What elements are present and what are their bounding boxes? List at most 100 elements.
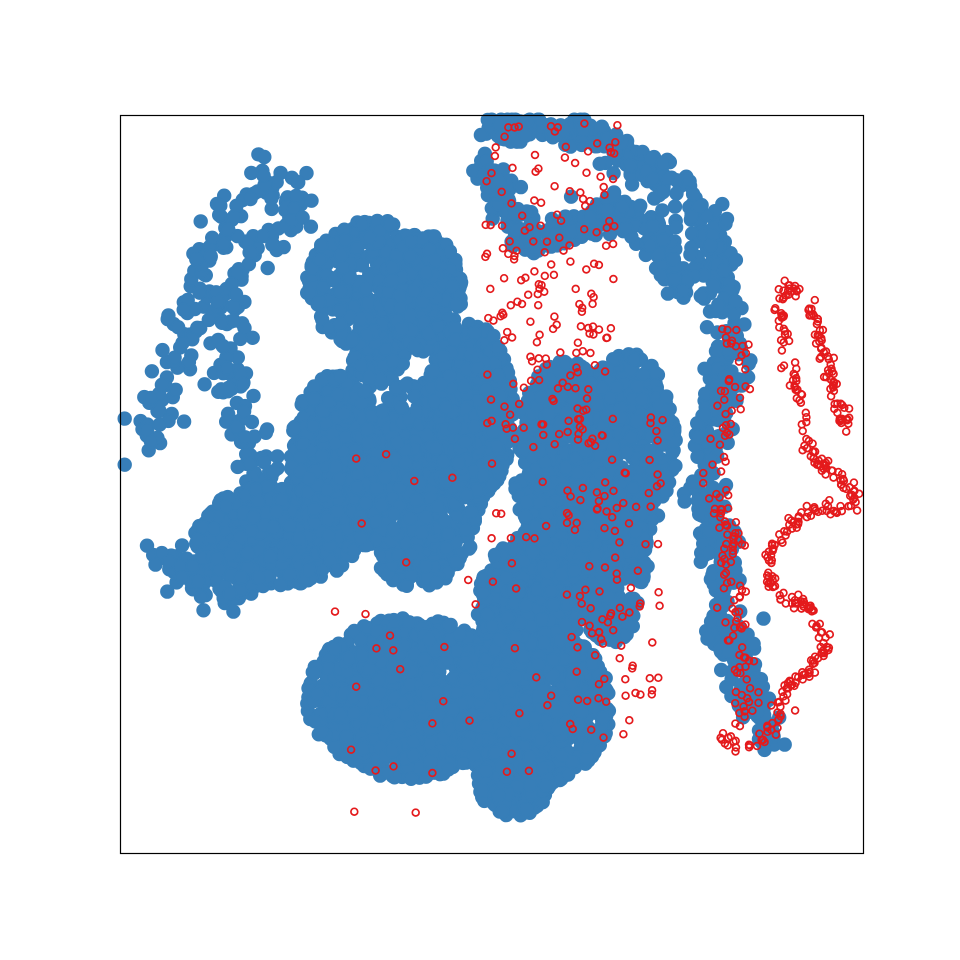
scatter-point [213,382,229,397]
scatter-point [329,563,344,578]
scatter-point [303,219,319,234]
scatter-point [176,414,192,429]
scatter-point [441,527,456,542]
scatter-point [423,754,438,769]
scatter-point [308,714,323,729]
scatter-point [418,265,434,280]
scatter-point [408,404,424,419]
scatter-point [355,217,370,232]
scatter-point [226,298,242,314]
scatter-point [311,294,327,310]
scatter-point [490,438,505,453]
scatter-point [203,248,218,264]
scatter-point [360,422,375,437]
scatter-point [266,520,281,535]
scatter-point [291,531,306,546]
scatter-point [447,332,463,347]
scatter-point [305,418,321,434]
scatter-point [354,258,370,273]
scatter-point [369,481,384,496]
scatter-point [246,510,261,525]
scatter-point [439,474,454,490]
scatter-point [368,514,384,529]
scatter-point [475,468,490,483]
scatter-point [353,312,368,327]
scatter-point [428,440,444,456]
scatter-point [335,260,351,275]
scatter-point [371,673,386,688]
scatter-point [214,315,230,330]
scatter-point [209,551,225,566]
scatter-point [457,378,472,394]
scatter-point [181,354,197,370]
scatter-point [143,390,159,406]
scatter-point [421,326,436,341]
scatter-point [349,479,364,495]
scatter-point [419,510,434,525]
scatter-point [241,546,256,561]
scatter-point [394,321,409,337]
scatter-point [429,575,444,590]
scatter-point [333,707,348,722]
scatter-point [265,236,280,251]
scatter-point [304,193,319,208]
scatter-point [307,501,322,516]
scatter-point [330,387,346,402]
scatter-point [319,482,335,498]
scatter-point [394,400,409,415]
scatter-point [457,434,473,449]
scatter-point [339,729,354,744]
scatter-point [467,325,482,340]
scatter-point [386,353,401,369]
scatter-point [233,530,248,545]
scatter-point [117,457,132,472]
scatter-point [332,471,347,486]
scatter-point [422,284,438,300]
scatter-point [260,260,275,276]
scatter-point [286,420,301,436]
scatter-point [154,377,170,392]
scatter-point [435,348,451,363]
scatter-point [170,320,186,335]
scatter-point [148,557,163,572]
scatter-point [430,499,446,515]
scatter-point [320,512,335,527]
scatter-point [361,661,377,676]
scatter-point [204,230,220,246]
scatter-point [251,493,266,509]
scatter-point [233,331,248,347]
scatter-point [418,558,433,574]
scatter-point [360,296,376,311]
scatter-point [306,391,321,406]
scatter-point [403,249,418,264]
scatter-point [353,358,369,374]
scatter-point [243,191,258,207]
scatter-point [193,214,208,229]
scatter-point [161,554,177,569]
scatter-point [427,229,442,244]
scatter-point [307,379,322,394]
scatter-point [251,570,266,585]
scatter-point [386,506,401,522]
scatter-point [315,449,330,464]
scatter-point [449,554,464,569]
scatter-point [288,188,304,204]
scatter-point [458,522,473,537]
scatter-point [327,641,342,656]
scatter-point [309,687,325,702]
scatter-point [337,232,353,248]
scatter-point [442,618,457,633]
scatter-point [299,165,314,181]
scatter-point [244,244,259,260]
scatter-point [398,455,413,470]
scatter-point [367,713,382,728]
scatter-point [289,174,305,190]
scatter-point [447,419,462,435]
scatter-point [144,364,160,379]
scatter-point [264,191,279,206]
scatter-point [155,342,170,358]
scatter-point [230,459,245,475]
scatter-point [422,632,437,647]
scatter-point [192,285,207,300]
scatter-point [222,547,238,562]
